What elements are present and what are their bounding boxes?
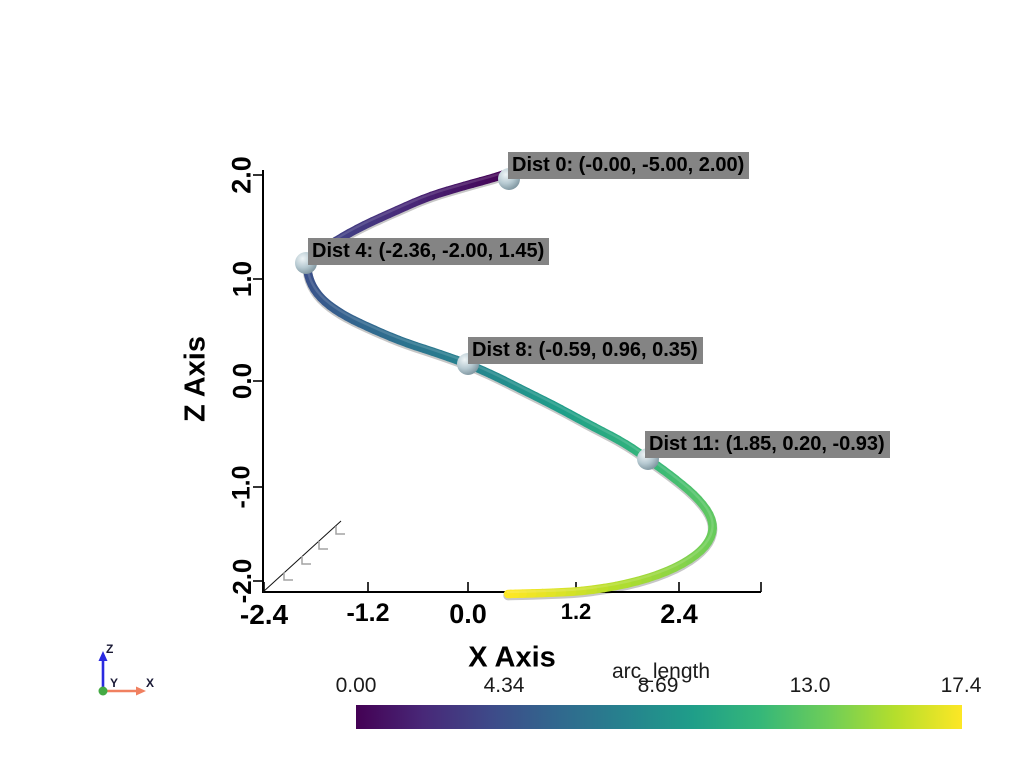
z-tick-label: -1.0 [227,465,256,509]
y-tick [318,541,328,550]
x-tick-label: -2.4 [239,599,289,630]
y-tick [283,572,293,581]
colorbar-tick-label: 13.0 [789,674,831,697]
y-tick [301,556,311,565]
x-tick-label: 0.0 [449,599,487,629]
colorbar-tick-label: 8.69 [637,674,679,697]
colorbar[interactable] [356,705,962,729]
orientation-y-dot [98,686,108,696]
point-label: Dist 8: (-0.59, 0.96, 0.35) [468,337,703,364]
colorbar-tick-label: 17.4 [940,674,982,697]
point-label: Dist 11: (1.85, 0.20, -0.93) [645,431,890,458]
tube-highlight [305,170,714,594]
z-tick-label: 0.0 [227,362,257,400]
orientation-x-arrowhead [136,686,146,696]
orientation-axis-label-y: Y [110,676,119,690]
x-tick-label: 1.2 [560,599,592,624]
x-tick-label: -1.2 [346,599,390,627]
z-tick-label: -2.0 [227,558,257,604]
z-tick-label: 1.0 [227,260,257,298]
z-tick-label: 2.0 [226,156,257,194]
x-tick-label: 2.4 [660,599,698,629]
colorbar-tick-label: 0.00 [335,674,377,697]
z-axis-title: Z Axis [179,336,212,422]
point-label: Dist 0: (-0.00, -5.00, 2.00) [508,152,750,179]
orientation-axis-label-x: X [146,676,155,690]
colorbar-title: arc_length [611,660,711,683]
point-label: Dist 4: (-2.36, -2.00, 1.45) [308,238,550,265]
orientation-axis-label-z: Z [106,642,114,656]
x-axis-title: X Axis [468,641,556,674]
orientation-axes-widget[interactable] [98,651,147,696]
spline-tube[interactable] [302,169,718,601]
orientation-z-arrowhead [98,651,108,661]
y-tick [335,526,345,535]
colorbar-tick-label: 4.34 [483,674,525,697]
